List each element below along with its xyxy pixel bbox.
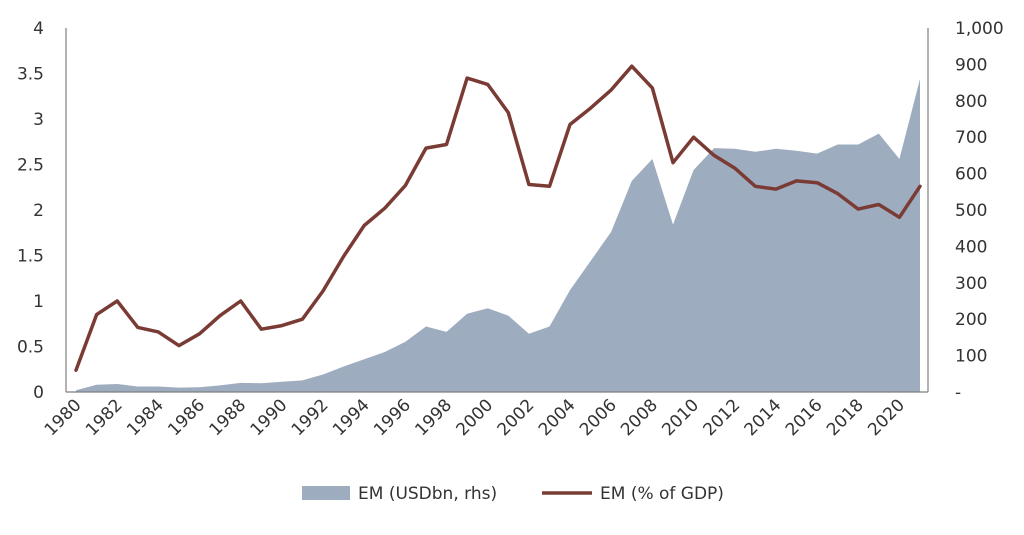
x-tick-label: 2002 [494, 395, 539, 440]
y-right-tick-label: 500 [955, 201, 987, 221]
y-left-tick-label: 2.5 [17, 156, 44, 176]
x-tick-label: 2004 [535, 395, 580, 440]
y-right-tick-label: 200 [955, 310, 987, 330]
x-tick-label: 1988 [205, 395, 250, 440]
legend-swatch-area [302, 486, 350, 500]
legend-label-area: EM (USDbn, rhs) [358, 484, 497, 504]
y-left-tick-label: 3 [33, 110, 44, 130]
y-left-tick-label: 1.5 [17, 247, 44, 267]
y-right-tick-label: 1,000 [955, 19, 1004, 39]
x-tick-label: 2010 [658, 395, 703, 440]
x-tick-label: 1992 [288, 395, 333, 440]
x-tick-label: 1982 [82, 395, 127, 440]
y-right-tick-label: 600 [955, 165, 987, 185]
y-left-tick-label: 2 [33, 201, 44, 221]
x-tick-label: 2016 [782, 395, 827, 440]
y-right-tick-label: 300 [955, 274, 987, 294]
x-tick-label: 2018 [823, 395, 868, 440]
x-tick-label: 1998 [411, 395, 456, 440]
line-series-em-pct-gdp [74, 64, 922, 372]
y-left-tick-label: 4 [33, 19, 44, 39]
y-right-tick-label: - [955, 383, 961, 403]
y-right-tick-label: 900 [955, 55, 987, 75]
legend-label-line: EM (% of GDP) [600, 484, 724, 504]
y-right-tick-label: 400 [955, 237, 987, 257]
x-tick-label: 2014 [741, 395, 786, 440]
y-left-tick-label: 0 [33, 383, 44, 403]
y-left-tick-label: 3.5 [17, 65, 44, 85]
x-tick-label: 1984 [123, 395, 168, 440]
y-left-tick-label: 1 [33, 292, 44, 312]
y-right-tick-label: 100 [955, 347, 987, 367]
x-tick-label: 1980 [41, 395, 86, 440]
area-series-em-usdbn [76, 79, 920, 392]
y-right-tick-label: 800 [955, 92, 987, 112]
x-tick-label: 2020 [864, 395, 909, 440]
x-tick-label: 1986 [164, 395, 209, 440]
y-right-tick-label: 700 [955, 128, 987, 148]
x-tick-label: 1990 [247, 395, 292, 440]
x-tick-label: 2006 [576, 395, 621, 440]
x-tick-label: 2008 [617, 395, 662, 440]
x-tick-label: 1994 [329, 395, 374, 440]
x-tick-label: 2000 [453, 395, 498, 440]
y-left-tick-label: 0.5 [17, 338, 44, 358]
x-tick-label: 1996 [370, 395, 415, 440]
x-tick-label: 2012 [700, 395, 745, 440]
